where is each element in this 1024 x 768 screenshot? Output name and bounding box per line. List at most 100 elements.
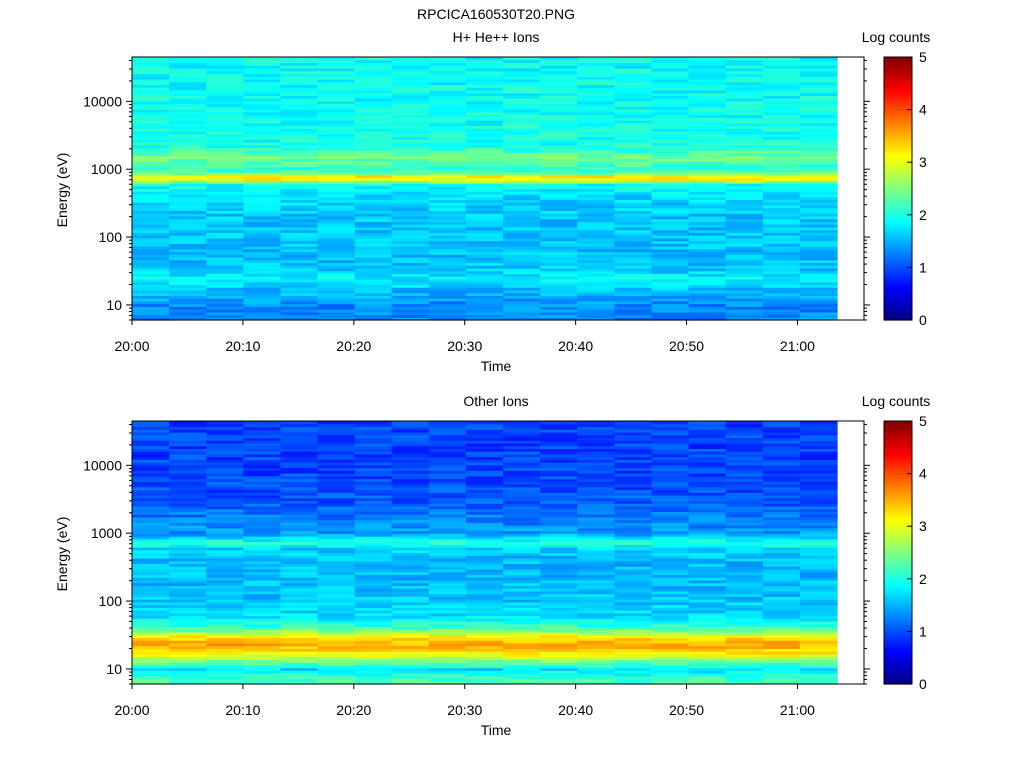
heatmap-cell — [577, 593, 615, 597]
heatmap-cell — [465, 593, 504, 597]
heatmap-cell — [725, 120, 764, 124]
heatmap-cell — [206, 629, 244, 633]
heatmap-cell — [540, 588, 578, 592]
colorbar-swatch — [884, 488, 912, 492]
heatmap-cell — [132, 87, 170, 91]
heatmap-cell — [317, 481, 356, 485]
heatmap-cell — [169, 144, 207, 149]
heatmap-cell — [465, 303, 504, 307]
heatmap-cell — [465, 70, 504, 75]
heatmap-cell — [503, 59, 541, 64]
heatmap-cell — [688, 100, 727, 105]
heatmap-cell — [688, 70, 727, 75]
heatmap-cell — [206, 552, 244, 556]
heatmap-cell — [428, 174, 467, 179]
heatmap-cell — [243, 522, 282, 526]
heatmap-cell — [391, 497, 430, 502]
heatmap-cell — [206, 549, 244, 554]
heatmap-cell — [169, 221, 207, 225]
heatmap-cell — [280, 232, 319, 236]
heatmap-cell — [280, 552, 319, 556]
heatmap-cell — [577, 442, 615, 447]
heatmap-cell — [725, 213, 764, 217]
heatmap-cell — [132, 120, 170, 124]
heatmap-cell — [428, 445, 467, 449]
heatmap-cell — [169, 281, 207, 285]
heatmap-cell — [391, 557, 430, 562]
heatmap-cell — [799, 505, 838, 510]
heatmap-cell — [169, 196, 207, 201]
heatmap-cell — [465, 248, 504, 253]
heatmap-cell — [799, 615, 838, 619]
heatmap-cell — [391, 98, 430, 102]
heatmap-cell — [577, 70, 615, 75]
heatmap-cell — [391, 207, 430, 212]
heatmap-cell — [651, 180, 690, 184]
heatmap-cell — [317, 484, 356, 488]
heatmap-cell — [280, 615, 319, 619]
heatmap-cell — [391, 311, 430, 316]
heatmap-cell — [503, 103, 541, 107]
heatmap-cell — [651, 470, 690, 474]
heatmap-cell — [428, 607, 467, 611]
heatmap-cell — [243, 254, 282, 258]
heatmap-cell — [317, 172, 356, 176]
heatmap-cell — [465, 456, 504, 460]
heatmap-cell — [317, 240, 356, 244]
heatmap-cell — [651, 659, 690, 663]
heatmap-cell — [762, 103, 801, 107]
heatmap-cell — [762, 133, 801, 138]
heatmap-cell — [206, 289, 244, 294]
heatmap-cell — [465, 629, 504, 633]
heatmap-cell — [799, 276, 838, 280]
heatmap-cell — [391, 421, 430, 425]
heatmap-cell — [503, 549, 541, 554]
heatmap-cell — [651, 481, 690, 485]
heatmap-cell — [465, 213, 504, 217]
heatmap-cell — [540, 596, 578, 600]
heatmap-cell — [577, 267, 615, 272]
heatmap-cell — [577, 462, 615, 466]
heatmap-cell — [132, 270, 170, 275]
heatmap-cell — [317, 224, 356, 228]
heatmap-cell — [540, 494, 578, 499]
heatmap-cell — [132, 464, 170, 469]
heatmap-cell — [243, 571, 282, 576]
colorbar-swatch — [884, 572, 912, 576]
heatmap-cell — [206, 133, 244, 138]
heatmap-cell — [799, 267, 838, 272]
heatmap-cell — [577, 262, 615, 266]
heatmap-cell — [132, 431, 170, 436]
heatmap-cell — [428, 150, 467, 154]
heatmap-cell — [688, 670, 727, 674]
heatmap-cell — [317, 516, 356, 521]
heatmap-cell — [725, 163, 764, 168]
heatmap-cell — [206, 166, 244, 170]
heatmap-cell — [428, 486, 467, 491]
heatmap-cell — [503, 631, 541, 636]
heatmap-cell — [428, 533, 467, 537]
heatmap-cell — [169, 92, 207, 96]
heatmap-cell — [465, 681, 504, 685]
heatmap-cell — [577, 100, 615, 105]
heatmap-cell — [503, 470, 541, 474]
heatmap-cell — [317, 103, 356, 107]
heatmap-cell — [391, 70, 430, 75]
heatmap-cell — [799, 664, 838, 669]
heatmap-cell — [688, 640, 727, 644]
heatmap-cell — [317, 664, 356, 669]
colorbar-swatch — [884, 506, 912, 510]
heatmap-cell — [132, 640, 170, 644]
heatmap-cell — [169, 437, 207, 441]
heatmap-cell — [428, 549, 467, 554]
heatmap-cell — [169, 114, 207, 118]
heatmap-cell — [206, 429, 244, 433]
heatmap-cell — [651, 229, 690, 233]
heatmap-cell — [354, 645, 393, 649]
heatmap-cell — [465, 588, 504, 592]
heatmap-cell — [354, 287, 393, 291]
heatmap-cell — [317, 585, 356, 589]
heatmap-cell — [169, 681, 207, 685]
heatmap-cell — [725, 141, 764, 146]
heatmap-cell — [762, 65, 801, 69]
